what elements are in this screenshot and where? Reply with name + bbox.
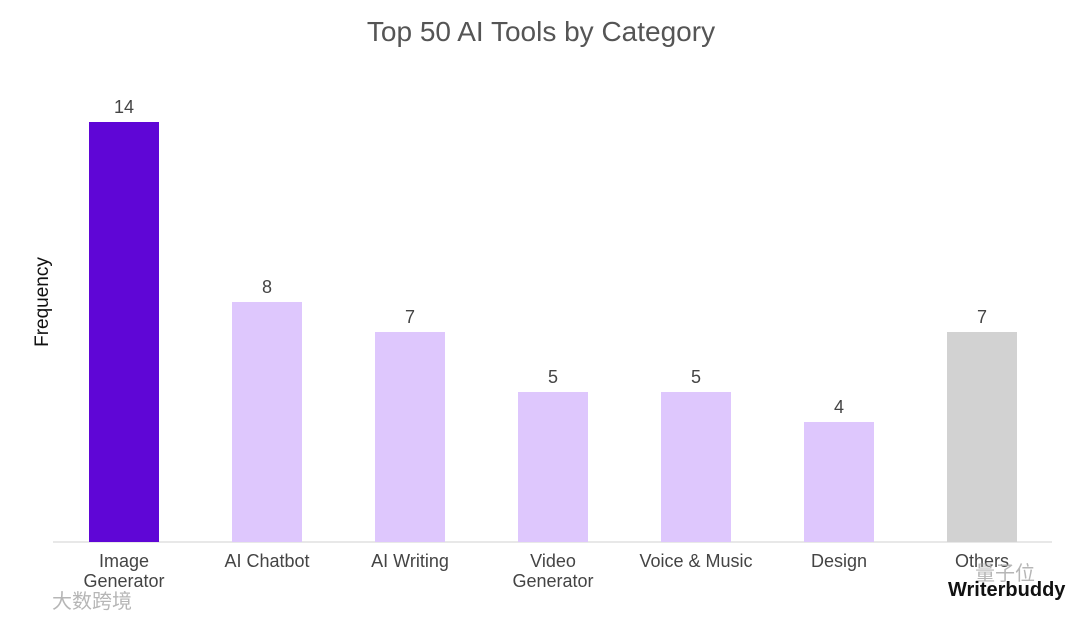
bar xyxy=(375,332,445,542)
bar xyxy=(518,392,588,542)
category-labels-group: Image Generator AI Chatbot AI Writing Video G… xyxy=(83,551,1009,591)
bar xyxy=(804,422,874,542)
value-label: 7 xyxy=(405,307,415,327)
watermark-left: 大数跨境 xyxy=(52,590,132,613)
chart-title: Top 50 AI Tools by Category xyxy=(367,16,715,47)
value-label: 5 xyxy=(548,367,558,387)
watermark-right-cn: 量子位 xyxy=(975,562,1035,585)
bar xyxy=(89,122,159,542)
category-label: Image Generator xyxy=(83,551,164,591)
bars-group xyxy=(89,122,1017,542)
category-label: Video Generator xyxy=(512,551,593,591)
value-label: 7 xyxy=(977,307,987,327)
watermark-right: 量子位 Writerbuddy xyxy=(948,562,1066,601)
value-label: 4 xyxy=(834,397,844,417)
y-axis-label: Frequency xyxy=(32,257,53,347)
category-label: Design xyxy=(811,551,867,571)
category-label: Others xyxy=(955,551,1009,571)
category-label: AI Chatbot xyxy=(224,551,309,571)
watermark-left-text: 大数跨境 xyxy=(52,590,132,613)
value-labels-group: 14 8 7 5 5 4 7 xyxy=(114,97,987,417)
bar xyxy=(661,392,731,542)
value-label: 14 xyxy=(114,97,134,117)
value-label: 5 xyxy=(691,367,701,387)
category-label: AI Writing xyxy=(371,551,449,571)
brand-logo-text: Writerbuddy xyxy=(948,579,1066,601)
value-label: 8 xyxy=(262,277,272,297)
bar xyxy=(232,302,302,542)
bar xyxy=(947,332,1017,542)
category-label: Voice & Music xyxy=(639,551,752,571)
